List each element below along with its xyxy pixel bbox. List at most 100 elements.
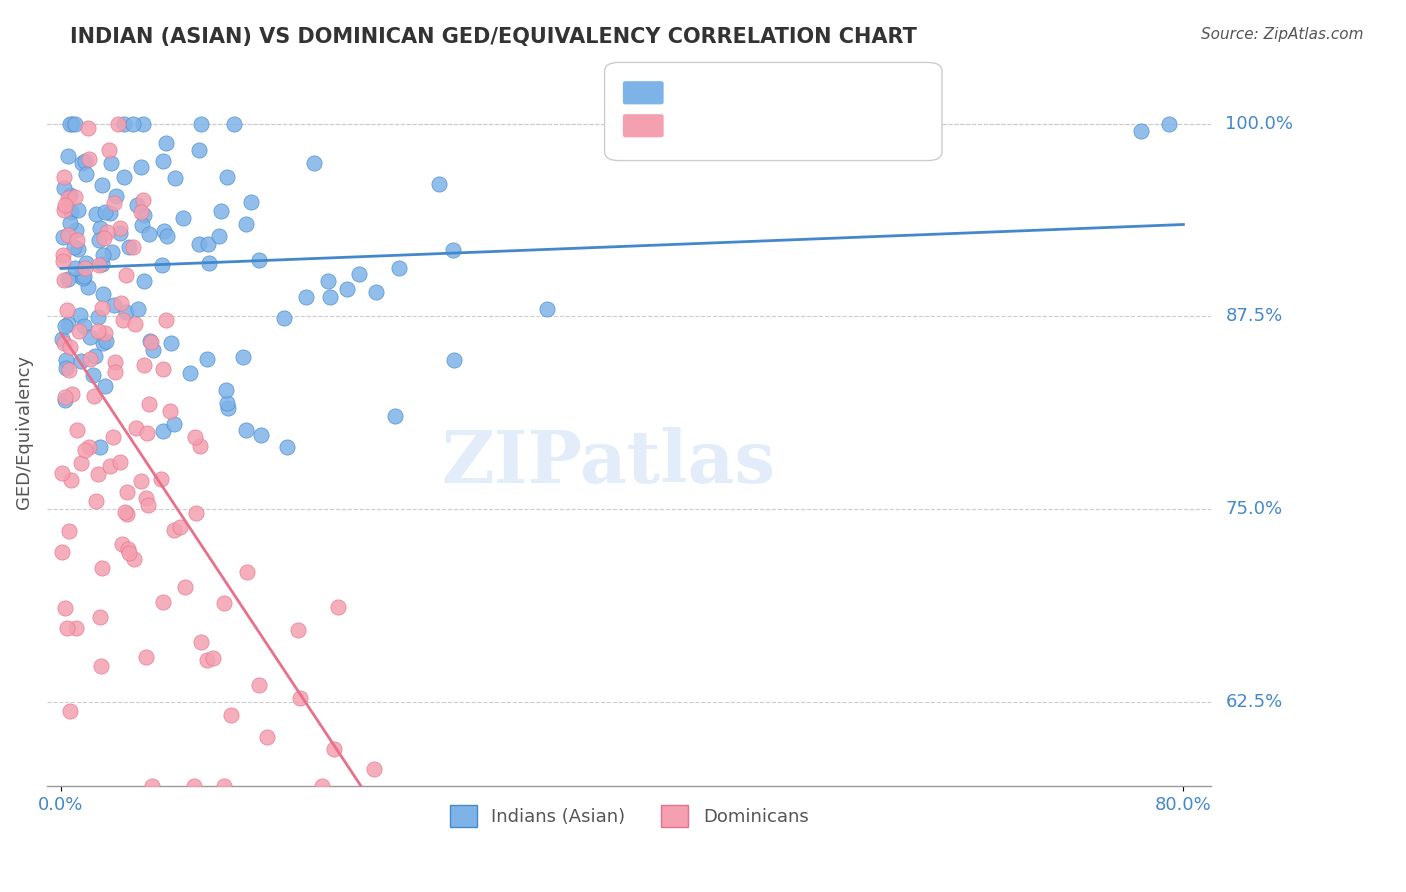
Point (58, 148, 80, 162)
Point (110, 227, 132, 241)
Point (91, 336, 114, 351)
Point (59, 117, 82, 131)
Point (197, 237, 219, 252)
Point (67, 324, 90, 338)
Point (66, 203, 89, 218)
Text: 62.5%: 62.5% (1226, 693, 1282, 711)
Point (235, 423, 257, 437)
Text: 116: 116 (799, 84, 837, 102)
Point (121, 117, 143, 131)
Point (51, 467, 73, 481)
Point (152, 362, 174, 376)
Point (70, 456, 93, 470)
Point (150, 259, 173, 273)
Text: N =: N = (759, 116, 811, 134)
Point (60, 387, 83, 401)
Point (52, 180, 75, 194)
Point (65, 223, 87, 237)
Point (536, 301, 558, 316)
Point (115, 305, 138, 319)
Point (87, 324, 110, 338)
Point (132, 117, 155, 131)
Point (77, 152, 100, 166)
Point (142, 343, 165, 357)
Point (52, 247, 75, 261)
Point (98, 459, 121, 474)
Point (132, 193, 155, 207)
Point (155, 136, 177, 150)
Point (62, 117, 84, 131)
Point (131, 204, 153, 219)
Point (347, 267, 370, 281)
Point (190, 117, 212, 131)
Point (87, 258, 110, 272)
Point (214, 780, 236, 794)
Point (66, 242, 89, 256)
Point (51, 545, 73, 559)
Point (141, 334, 163, 349)
Point (441, 243, 464, 257)
Point (58, 188, 80, 202)
Point (108, 455, 131, 469)
Text: 105: 105 (799, 116, 837, 134)
Point (202, 651, 225, 665)
Point (173, 580, 195, 594)
Point (84, 494, 107, 508)
Point (75, 167, 97, 181)
Point (232, 350, 254, 364)
Point (52, 229, 75, 244)
Point (53, 272, 76, 286)
Point (105, 188, 128, 202)
Point (62, 240, 84, 254)
Point (58, 317, 80, 331)
Point (295, 290, 318, 304)
Point (136, 498, 159, 512)
Point (132, 358, 155, 372)
Point (73, 319, 96, 334)
Point (76, 120, 98, 135)
Point (256, 730, 278, 744)
Point (122, 240, 145, 254)
Point (91, 561, 114, 575)
Point (153, 224, 176, 238)
Point (239, 194, 262, 209)
Point (58, 340, 80, 354)
Point (302, 156, 325, 170)
Point (222, 117, 245, 131)
Point (122, 552, 145, 566)
Point (90, 659, 112, 673)
Point (91, 248, 114, 262)
Point (87, 310, 110, 325)
Text: INDIAN (ASIAN) VS DOMINICAN GED/EQUIVALENCY CORRELATION CHART: INDIAN (ASIAN) VS DOMINICAN GED/EQUIVALE… (70, 27, 917, 46)
Point (124, 317, 146, 331)
Point (159, 336, 181, 351)
Point (52, 254, 75, 268)
Point (51, 332, 73, 346)
Point (93, 230, 115, 244)
Point (163, 417, 186, 431)
Point (183, 430, 205, 444)
Text: R =: R = (672, 84, 711, 102)
Point (127, 301, 149, 316)
Point (336, 282, 359, 296)
Point (364, 285, 387, 299)
Point (72, 271, 94, 285)
Point (90, 178, 112, 193)
Point (103, 196, 125, 211)
Point (66, 423, 89, 437)
Point (219, 708, 242, 723)
Point (101, 245, 124, 260)
Point (138, 227, 160, 242)
Point (75, 256, 97, 270)
Point (65, 621, 87, 635)
Text: 100.0%: 100.0% (1226, 115, 1294, 133)
Point (56, 227, 79, 242)
Point (60, 205, 83, 219)
Point (114, 505, 136, 519)
Point (83, 389, 105, 403)
Point (112, 170, 135, 185)
Y-axis label: GED/Equivalency: GED/Equivalency (15, 355, 32, 509)
Point (110, 296, 132, 310)
Point (169, 520, 191, 534)
Point (89, 441, 111, 455)
